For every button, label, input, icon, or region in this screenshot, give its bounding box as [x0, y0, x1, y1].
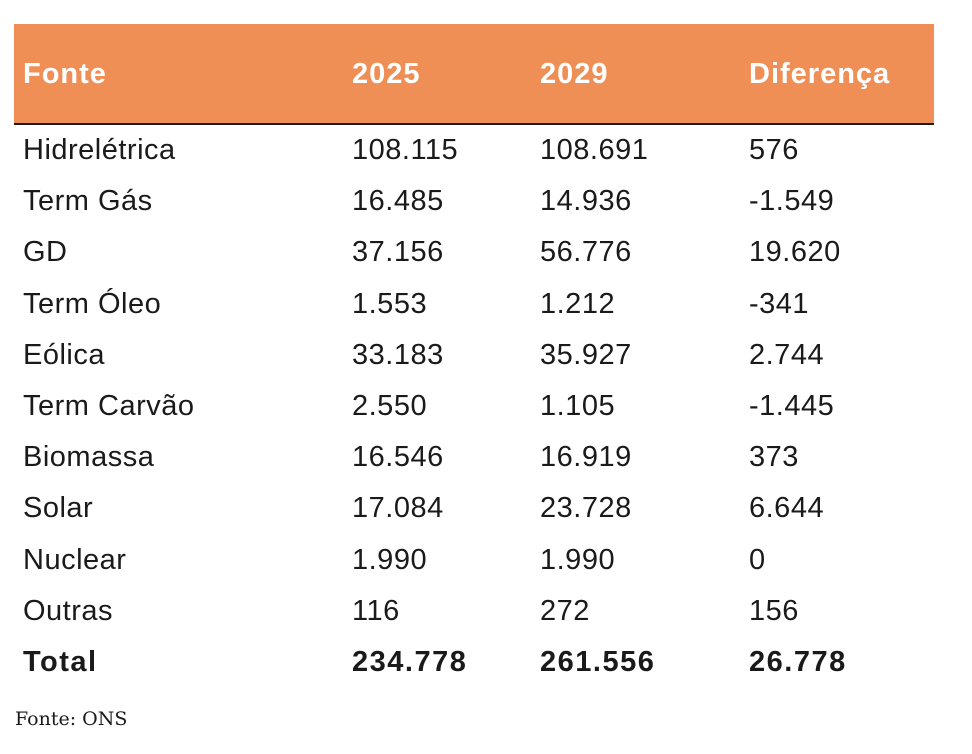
value-2029: 272	[540, 594, 590, 627]
table-row: Eólica 33.183 35.927 2.744	[14, 330, 934, 381]
value-diferenca: 2.744	[749, 338, 825, 371]
row-label: Nuclear	[23, 543, 127, 576]
table-total-row: Total 234.778 261.556 26.778	[14, 637, 934, 688]
value-2025: 1.990	[352, 543, 428, 576]
value-2025: 16.485	[352, 185, 444, 218]
value-2025: 2.550	[352, 390, 428, 423]
value-diferenca: 576	[749, 134, 799, 167]
row-label: Outras	[23, 594, 114, 627]
value-2025: 33.183	[352, 338, 444, 371]
value-2025: 108.115	[352, 134, 459, 167]
table-row: Outras 116 272 156	[14, 586, 934, 637]
value-2029: 1.990	[540, 543, 616, 576]
total-2029: 261.556	[540, 645, 656, 678]
table-row: Term Gás 16.485 14.936 -1.549	[14, 176, 934, 227]
table-row: GD 37.156 56.776 19.620	[14, 227, 934, 278]
value-diferenca: -1.549	[749, 185, 835, 218]
value-2029: 1.212	[540, 287, 616, 320]
value-2025: 116	[352, 594, 400, 627]
total-label: Total	[23, 645, 98, 678]
header-fonte: Fonte	[23, 58, 107, 90]
table-row: Nuclear 1.990 1.990 0	[14, 535, 934, 586]
row-label: Term Carvão	[23, 390, 195, 423]
value-diferenca: -1.445	[749, 390, 835, 423]
table-body: Hidrelétrica 108.115 108.691 576 Term Gá…	[14, 125, 934, 688]
value-diferenca: 0	[749, 543, 766, 576]
table-row: Hidrelétrica 108.115 108.691 576	[14, 125, 934, 176]
value-2025: 16.546	[352, 441, 444, 474]
row-label: Eólica	[23, 338, 105, 371]
value-2029: 23.728	[540, 492, 632, 525]
value-2025: 1.553	[352, 287, 428, 320]
value-2029: 1.105	[540, 390, 616, 423]
header-2029: 2029	[540, 58, 609, 90]
value-2025: 17.084	[352, 492, 444, 525]
header-diferenca: Diferença	[749, 58, 891, 90]
row-label: Hidrelétrica	[23, 134, 176, 167]
value-diferenca: 6.644	[749, 492, 825, 525]
source-note: Fonte: ONS	[15, 708, 128, 730]
total-diferenca: 26.778	[749, 645, 847, 678]
value-diferenca: 19.620	[749, 236, 841, 269]
row-label: GD	[23, 236, 68, 269]
total-2025: 234.778	[352, 645, 468, 678]
value-2029: 108.691	[540, 134, 649, 167]
value-2025: 37.156	[352, 236, 444, 269]
value-diferenca: 373	[749, 441, 799, 474]
generation-table: Fonte 2025 2029 Diferença Hidrelétrica 1…	[14, 24, 934, 688]
value-2029: 35.927	[540, 338, 632, 371]
row-label: Term Óleo	[23, 287, 162, 320]
table-row: Solar 17.084 23.728 6.644	[14, 483, 934, 534]
row-label: Term Gás	[23, 185, 153, 218]
table-row: Term Carvão 2.550 1.105 -1.445	[14, 381, 934, 432]
row-label: Biomassa	[23, 441, 155, 474]
value-diferenca: -341	[749, 287, 810, 320]
value-diferenca: 156	[749, 594, 799, 627]
value-2029: 16.919	[540, 441, 632, 474]
header-2025: 2025	[352, 58, 421, 90]
row-label: Solar	[23, 492, 94, 525]
table-row: Biomassa 16.546 16.919 373	[14, 432, 934, 483]
table-row: Term Óleo 1.553 1.212 -341	[14, 279, 934, 330]
value-2029: 56.776	[540, 236, 632, 269]
value-2029: 14.936	[540, 185, 632, 218]
table-header-row: Fonte 2025 2029 Diferença	[14, 24, 934, 125]
